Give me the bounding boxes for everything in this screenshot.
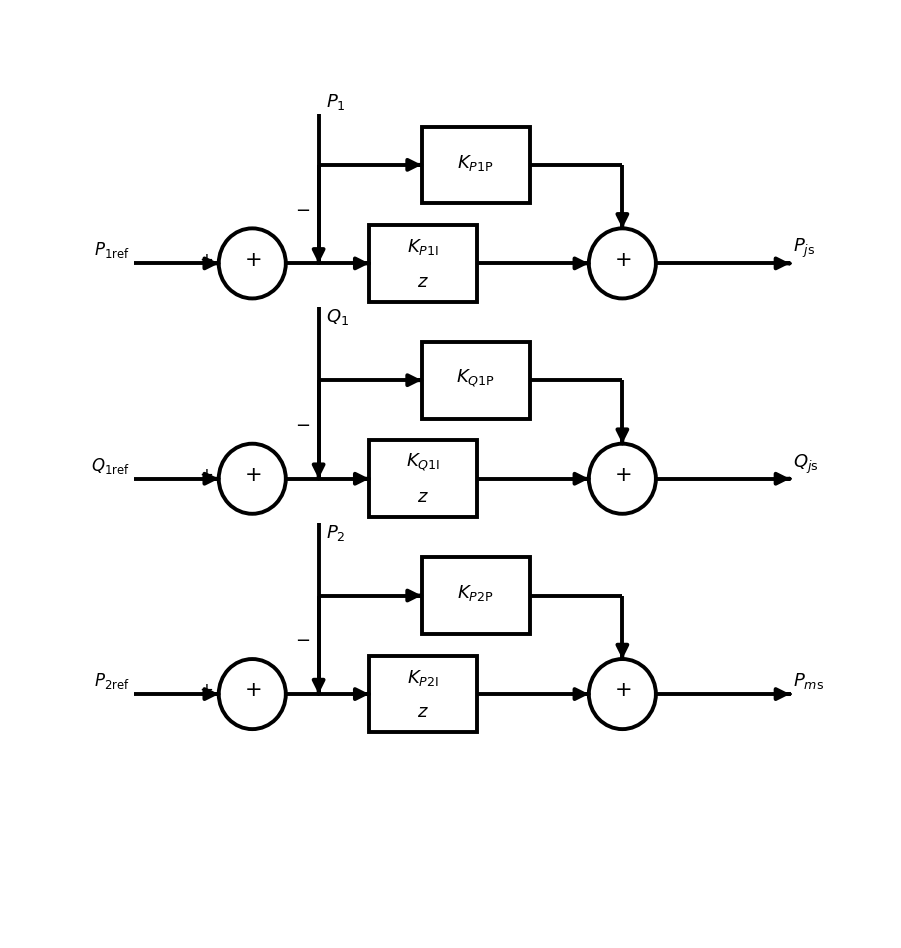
Text: $+$: $+$ <box>243 681 261 701</box>
Text: $+$: $+$ <box>243 249 261 270</box>
Bar <box>422 557 530 634</box>
Text: $-$: $-$ <box>296 630 310 648</box>
Text: $-$: $-$ <box>296 200 310 218</box>
Text: $P_1$: $P_1$ <box>325 92 345 112</box>
Text: $+$: $+$ <box>199 466 214 484</box>
Text: $z$: $z$ <box>417 488 429 506</box>
Text: $-$: $-$ <box>296 415 310 433</box>
Text: $z$: $z$ <box>417 703 429 721</box>
Bar <box>422 126 530 203</box>
Bar <box>369 225 478 301</box>
Text: $P_2$: $P_2$ <box>325 522 345 542</box>
Text: $K_{P\mathrm{2P}}$: $K_{P\mathrm{2P}}$ <box>458 583 494 603</box>
Bar <box>422 342 530 418</box>
Text: $P_{m\mathrm{s}}$: $P_{m\mathrm{s}}$ <box>794 671 824 691</box>
Text: $P_{j\mathrm{s}}$: $P_{j\mathrm{s}}$ <box>794 237 815 261</box>
Bar <box>369 441 478 517</box>
Text: $P_{\mathrm{1ref}}$: $P_{\mathrm{1ref}}$ <box>95 241 130 261</box>
Text: $Q_1$: $Q_1$ <box>325 307 349 327</box>
Text: $K_{Q\mathrm{1I}}$: $K_{Q\mathrm{1I}}$ <box>406 452 441 473</box>
Text: $+$: $+$ <box>199 251 214 268</box>
Text: $+$: $+$ <box>243 465 261 485</box>
Text: $Q_{j\mathrm{s}}$: $Q_{j\mathrm{s}}$ <box>794 452 819 476</box>
Text: $Q_{\mathrm{1ref}}$: $Q_{\mathrm{1ref}}$ <box>91 456 130 476</box>
Text: $+$: $+$ <box>614 681 631 701</box>
Text: $K_{Q\mathrm{1P}}$: $K_{Q\mathrm{1P}}$ <box>456 367 496 389</box>
Text: $+$: $+$ <box>614 249 631 270</box>
Text: $P_{\mathrm{2ref}}$: $P_{\mathrm{2ref}}$ <box>95 671 130 691</box>
Text: $+$: $+$ <box>614 465 631 485</box>
Text: $K_{P\mathrm{1P}}$: $K_{P\mathrm{1P}}$ <box>458 153 494 173</box>
Text: $z$: $z$ <box>417 273 429 291</box>
Text: $K_{P\mathrm{1I}}$: $K_{P\mathrm{1I}}$ <box>407 237 440 257</box>
Text: $+$: $+$ <box>199 682 214 700</box>
Bar <box>369 656 478 733</box>
Text: $K_{P\mathrm{2I}}$: $K_{P\mathrm{2I}}$ <box>407 668 440 688</box>
